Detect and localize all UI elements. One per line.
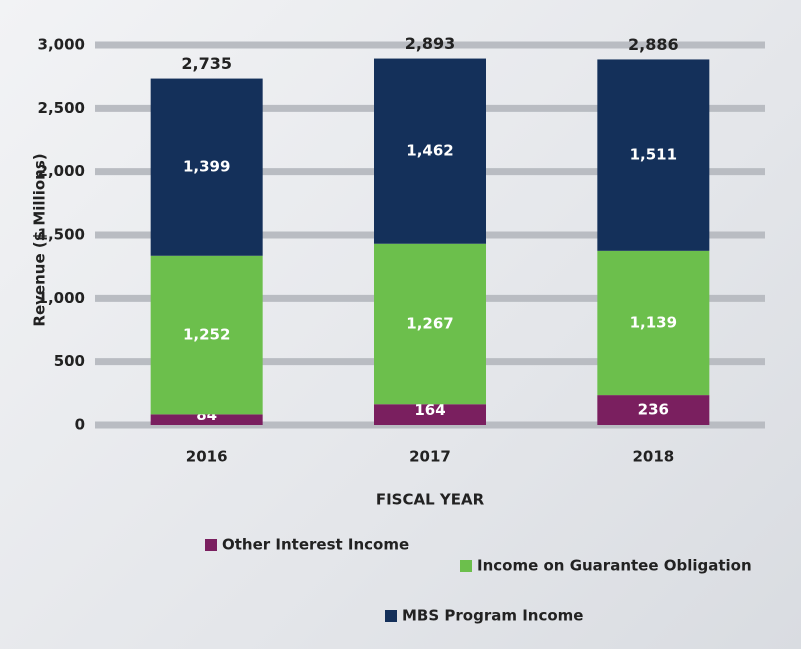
bar-segment <box>150 78 263 256</box>
data-label: 1,139 <box>630 313 677 331</box>
bar-segment <box>374 404 486 425</box>
y-tick-label: 3,000 <box>38 36 85 54</box>
bar-segment <box>150 255 263 415</box>
legend-swatch <box>460 560 472 572</box>
x-tick-label: 2016 <box>186 448 228 466</box>
y-tick-label: 1,500 <box>38 226 85 244</box>
data-label: 1,399 <box>183 158 230 176</box>
legend-label: Other Interest Income <box>222 536 409 554</box>
y-axis-label: Revenue ($ Millions) <box>31 153 49 326</box>
legend-swatch <box>385 610 397 622</box>
data-label: 1,511 <box>630 146 677 164</box>
data-label: 164 <box>414 401 445 419</box>
x-axis-label: FISCAL YEAR <box>376 491 485 509</box>
legend-label: MBS Program Income <box>402 607 583 625</box>
y-tick-label: 1,000 <box>38 289 85 307</box>
data-label: 1,267 <box>406 314 453 332</box>
data-label: 1,252 <box>183 326 230 344</box>
total-label: 2,735 <box>181 54 232 73</box>
x-tick-label: 2017 <box>409 448 451 466</box>
bar-segment <box>374 58 486 244</box>
legend-swatch <box>205 539 217 551</box>
y-tick-label: 2,000 <box>38 162 85 180</box>
legend-label: Income on Guarantee Obligation <box>477 557 752 575</box>
y-tick-label: 0 <box>75 416 85 434</box>
y-tick-label: 2,500 <box>38 99 85 117</box>
bar-segment <box>597 395 710 425</box>
x-tick-label: 2018 <box>632 448 674 466</box>
bar-segment <box>597 59 710 251</box>
total-label: 2,893 <box>405 34 456 53</box>
y-tick-label: 500 <box>54 352 85 370</box>
bar-segment <box>374 243 486 405</box>
total-label: 2,886 <box>628 35 679 54</box>
data-label: 1,462 <box>406 142 453 160</box>
bar-segment <box>597 250 710 396</box>
bar-segment <box>150 414 263 425</box>
data-label: 236 <box>638 401 669 419</box>
